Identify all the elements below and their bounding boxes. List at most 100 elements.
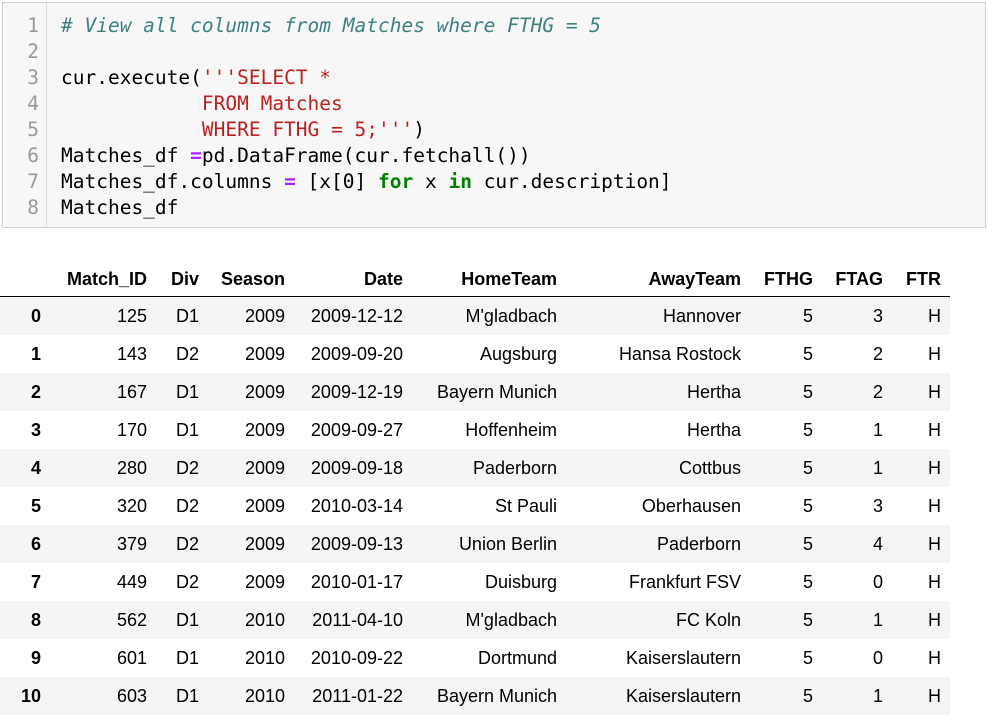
cell-match-id: 125 [116, 305, 147, 326]
table-row: 4 280 D2 2009 2009-09-18 Paderborn Cottbus 5 1 H [0, 449, 950, 487]
code-cell-input[interactable]: 1 # View all columns from Matches where F… [2, 2, 986, 228]
table-row: 2 167 D1 2009 2009-12-19 Bayern Munich Hertha 5… [0, 373, 950, 411]
cell-date: 2009-12-12 [310, 305, 403, 326]
table-row: 6 379 D2 2009 2009-09-13 Union Berlin Paderbor… [0, 525, 950, 563]
cell-hometeam: Hoffenheim [465, 419, 557, 440]
cell-season: 2009 [244, 457, 285, 478]
cell-index: 10 [20, 685, 41, 706]
cell-ftr: H [928, 685, 941, 706]
cell-index: 8 [30, 609, 41, 630]
code-text: Matches_df [61, 195, 178, 221]
table-row: 3 170 D1 2009 2009-09-27 Hoffenheim Hertha 5 1 H [0, 411, 950, 449]
column-header-ftag: FTAG [822, 262, 892, 297]
line-number: 7 [27, 170, 39, 193]
cell-match-id: 167 [116, 381, 147, 402]
header-row: Match_ID Div Season Date HomeTeam AwayTe… [0, 262, 950, 297]
cell-fthg: 5 [802, 381, 813, 402]
column-header-date: Date [294, 262, 412, 297]
cell-index: 5 [30, 495, 41, 516]
column-header-ftr: FTR [892, 262, 950, 297]
column-header-hometeam: HomeTeam [412, 262, 566, 297]
dataframe-table: Match_ID Div Season Date HomeTeam AwayTe… [0, 262, 950, 715]
table-row: 1 143 D2 2009 2009-09-20 Augsburg Hansa Rostoc… [0, 335, 950, 373]
cell-match-id: 320 [116, 495, 147, 516]
cell-ftag: 1 [872, 609, 883, 630]
cell-season: 2010 [244, 647, 285, 668]
cell-ftr: H [928, 647, 941, 668]
column-header-match-id: Match_ID [50, 262, 156, 297]
cell-div: D1 [175, 647, 199, 668]
code-text: Matches_df.columns = [x[0] for x in cur.… [61, 169, 672, 195]
cell-ftag: 4 [872, 533, 883, 554]
code-line: 3 cur.execute('''SELECT * [3, 65, 985, 91]
cell-awayteam: Hansa Rostock [618, 343, 741, 364]
cell-div: D1 [175, 305, 199, 326]
code-text: # View all columns from Matches where FT… [61, 13, 601, 39]
cell-div: D1 [175, 419, 199, 440]
cell-ftag: 2 [872, 343, 883, 364]
cell-div: D1 [175, 609, 199, 630]
code-token: Matches_df [61, 144, 191, 167]
cell-date: 2011-01-22 [312, 685, 403, 706]
cell-season: 2009 [244, 533, 285, 554]
cell-awayteam: Paderborn [656, 533, 741, 554]
code-token: cur.execute( [61, 66, 202, 89]
cell-ftr: H [928, 457, 941, 478]
code-token: WHERE FTHG = 5;''' [61, 118, 414, 141]
cell-ftag: 3 [872, 495, 883, 516]
cell-awayteam: FC Koln [675, 609, 741, 630]
cell-season: 2010 [244, 685, 285, 706]
code-line: 2 [3, 39, 985, 65]
code-line: 6 Matches_df =pd.DataFrame(cur.fetchall()… [3, 143, 985, 169]
cell-match-id: 379 [116, 533, 147, 554]
cell-awayteam: Frankfurt FSV [628, 571, 741, 592]
cell-date: 2009-09-20 [310, 343, 403, 364]
code-token: Matches_df.columns [61, 170, 285, 193]
code-token: x [413, 170, 449, 193]
cell-date: 2009-12-19 [310, 381, 403, 402]
cell-fthg: 5 [802, 305, 813, 326]
cell-fthg: 5 [802, 647, 813, 668]
cell-fthg: 5 [802, 419, 813, 440]
cell-season: 2009 [244, 419, 285, 440]
cell-fthg: 5 [802, 457, 813, 478]
table-row: 9 601 D1 2010 2010-09-22 Dortmund Kaiserslaute… [0, 639, 950, 677]
cell-hometeam: Bayern Munich [436, 381, 557, 402]
code-token: cur.description] [471, 170, 672, 193]
cell-ftag: 0 [872, 647, 883, 668]
table-row: 0 125 D1 2009 2009-12-12 M'gladbach Hannover 5 3… [0, 296, 950, 335]
cell-ftr: H [928, 343, 941, 364]
column-header-season: Season [208, 262, 294, 297]
table-row: 10 603 D1 2010 2011-01-22 Bayern Munich Kaiser… [0, 677, 950, 715]
code-line: 8 Matches_df [3, 195, 985, 221]
cell-fthg: 5 [802, 571, 813, 592]
cell-season: 2009 [244, 571, 285, 592]
code-line: 5 WHERE FTHG = 5;''') [3, 117, 985, 143]
cell-index: 1 [30, 343, 41, 364]
cell-hometeam: M'gladbach [465, 305, 558, 326]
cell-ftr: H [928, 419, 941, 440]
cell-ftag: 1 [872, 685, 883, 706]
cell-ftr: H [928, 533, 941, 554]
code-token: = [284, 170, 296, 193]
table-row: 5 320 D2 2009 2010-03-14 St Pauli Oberhausen 5 3… [0, 487, 950, 525]
code-line: 4 FROM Matches [3, 91, 985, 117]
cell-match-id: 603 [116, 685, 147, 706]
cell-fthg: 5 [802, 533, 813, 554]
line-number: 5 [27, 118, 39, 141]
code-token: Matches_df [61, 196, 179, 219]
cell-season: 2009 [244, 381, 285, 402]
cell-match-id: 170 [116, 419, 147, 440]
cell-season: 2009 [244, 305, 285, 326]
code-text: FROM Matches [61, 91, 343, 117]
column-header-awayteam: AwayTeam [566, 262, 750, 297]
cell-date: 2009-09-27 [310, 419, 403, 440]
cell-season: 2009 [244, 343, 285, 364]
line-number: 8 [27, 196, 39, 219]
cell-hometeam: Paderborn [472, 457, 557, 478]
cell-div: D2 [175, 533, 199, 554]
cell-output: Match_ID Div Season Date HomeTeam AwayTe… [0, 262, 988, 718]
cell-season: 2010 [244, 609, 285, 630]
table-header: Match_ID Div Season Date HomeTeam AwayTe… [0, 262, 950, 297]
cell-date: 2010-01-17 [310, 571, 403, 592]
